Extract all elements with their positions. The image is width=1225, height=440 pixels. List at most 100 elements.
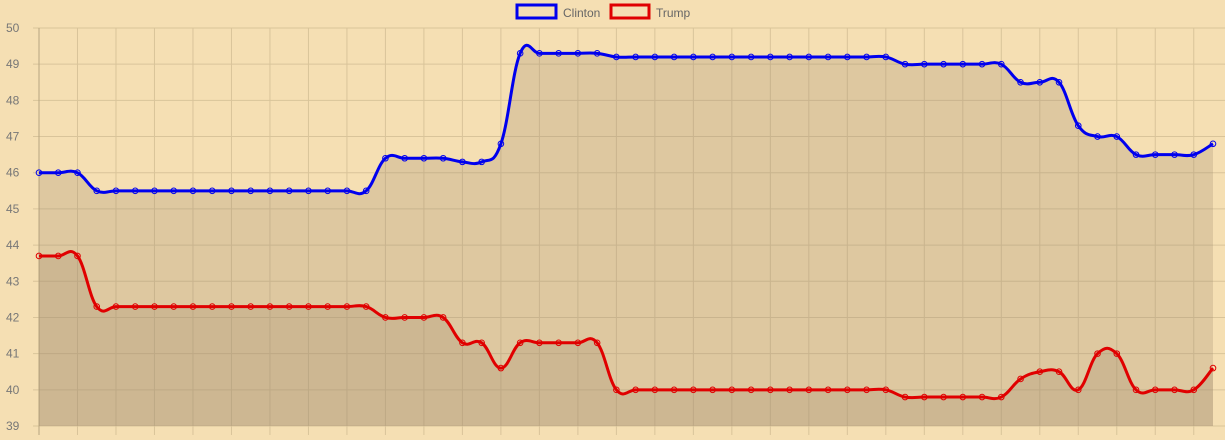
data-point-trump[interactable]	[459, 339, 466, 347]
data-point-clinton[interactable]	[305, 187, 312, 195]
data-point-trump[interactable]	[632, 386, 639, 394]
data-point-clinton[interactable]	[285, 187, 293, 195]
data-point-trump[interactable]	[189, 303, 197, 310]
data-point-trump[interactable]	[1113, 350, 1121, 357]
data-point-trump[interactable]	[74, 252, 81, 260]
data-point-clinton[interactable]	[613, 53, 620, 61]
data-point-clinton[interactable]	[651, 53, 659, 61]
data-point-trump[interactable]	[824, 386, 832, 394]
data-point-trump[interactable]	[613, 386, 620, 394]
data-point-clinton[interactable]	[343, 187, 351, 195]
data-point-trump[interactable]	[997, 393, 1005, 401]
data-point-clinton[interactable]	[555, 50, 562, 57]
data-point-clinton[interactable]	[131, 187, 139, 195]
data-point-trump[interactable]	[1151, 386, 1159, 394]
data-point-clinton[interactable]	[767, 53, 774, 61]
data-point-clinton[interactable]	[439, 154, 447, 162]
data-point-trump[interactable]	[247, 303, 255, 310]
data-point-trump[interactable]	[362, 303, 370, 310]
data-point-clinton[interactable]	[1190, 151, 1198, 158]
data-point-trump[interactable]	[497, 364, 505, 372]
data-point-clinton[interactable]	[478, 158, 485, 166]
data-point-clinton[interactable]	[882, 53, 890, 61]
data-point-clinton[interactable]	[324, 187, 331, 195]
data-point-trump[interactable]	[324, 303, 331, 310]
data-point-clinton[interactable]	[709, 53, 716, 61]
data-point-trump[interactable]	[516, 339, 524, 347]
data-point-trump[interactable]	[555, 339, 562, 347]
data-point-trump[interactable]	[228, 303, 235, 310]
legend-item-trump[interactable]: Trump	[609, 3, 691, 20]
data-point-clinton[interactable]	[93, 187, 101, 195]
data-point-trump[interactable]	[805, 386, 813, 394]
data-point-trump[interactable]	[1171, 386, 1178, 394]
data-point-clinton[interactable]	[112, 187, 120, 195]
data-point-clinton[interactable]	[516, 50, 524, 57]
data-point-trump[interactable]	[170, 303, 178, 310]
data-point-trump[interactable]	[266, 303, 274, 310]
data-point-trump[interactable]	[940, 393, 947, 401]
data-point-clinton[interactable]	[1055, 78, 1063, 86]
data-point-trump[interactable]	[1209, 364, 1217, 372]
data-point-trump[interactable]	[1190, 386, 1198, 394]
data-point-trump[interactable]	[1094, 350, 1101, 357]
data-point-trump[interactable]	[112, 303, 120, 310]
data-point-trump[interactable]	[420, 314, 428, 321]
data-point-clinton[interactable]	[997, 60, 1005, 68]
data-point-clinton[interactable]	[824, 53, 832, 61]
data-point-trump[interactable]	[709, 386, 716, 394]
data-point-trump[interactable]	[921, 393, 928, 401]
data-point-trump[interactable]	[1132, 386, 1140, 394]
data-point-clinton[interactable]	[54, 169, 62, 177]
data-point-trump[interactable]	[1074, 386, 1082, 394]
data-point-clinton[interactable]	[228, 187, 235, 195]
data-point-clinton[interactable]	[844, 53, 851, 61]
data-point-clinton[interactable]	[362, 187, 370, 195]
data-point-trump[interactable]	[401, 314, 408, 321]
data-point-clinton[interactable]	[382, 154, 389, 162]
data-point-clinton[interactable]	[921, 60, 928, 68]
data-point-clinton[interactable]	[1132, 151, 1140, 158]
data-point-trump[interactable]	[593, 339, 601, 347]
data-point-trump[interactable]	[1055, 368, 1063, 376]
data-point-clinton[interactable]	[747, 53, 755, 61]
data-point-clinton[interactable]	[901, 60, 909, 68]
data-point-clinton[interactable]	[863, 53, 870, 61]
data-point-trump[interactable]	[382, 314, 389, 321]
data-point-trump[interactable]	[863, 386, 870, 394]
data-point-clinton[interactable]	[959, 60, 967, 68]
data-point-trump[interactable]	[439, 314, 447, 321]
data-point-clinton[interactable]	[574, 50, 582, 57]
data-point-clinton[interactable]	[170, 187, 178, 195]
data-point-clinton[interactable]	[536, 50, 543, 57]
data-point-clinton[interactable]	[497, 140, 505, 148]
data-point-trump[interactable]	[343, 303, 351, 310]
data-point-trump[interactable]	[978, 393, 986, 401]
data-point-trump[interactable]	[1017, 375, 1024, 383]
data-point-trump[interactable]	[131, 303, 139, 310]
data-point-trump[interactable]	[305, 303, 312, 310]
data-point-clinton[interactable]	[1036, 78, 1044, 86]
data-point-clinton[interactable]	[208, 187, 216, 195]
data-point-trump[interactable]	[786, 386, 793, 394]
data-point-trump[interactable]	[285, 303, 293, 310]
data-point-trump[interactable]	[574, 339, 582, 347]
data-point-clinton[interactable]	[1171, 151, 1178, 158]
data-point-trump[interactable]	[54, 252, 62, 260]
data-point-trump[interactable]	[35, 252, 43, 260]
data-point-clinton[interactable]	[151, 187, 158, 195]
data-point-clinton[interactable]	[786, 53, 793, 61]
data-point-trump[interactable]	[478, 339, 485, 347]
data-point-clinton[interactable]	[74, 169, 81, 177]
data-point-trump[interactable]	[882, 386, 890, 394]
data-point-clinton[interactable]	[940, 60, 947, 68]
data-point-trump[interactable]	[151, 303, 158, 310]
data-point-clinton[interactable]	[266, 187, 274, 195]
data-point-clinton[interactable]	[1074, 122, 1082, 129]
data-point-clinton[interactable]	[459, 158, 466, 166]
data-point-trump[interactable]	[93, 303, 101, 310]
data-point-clinton[interactable]	[728, 53, 736, 61]
data-point-clinton[interactable]	[1209, 140, 1217, 148]
data-point-trump[interactable]	[651, 386, 659, 394]
data-point-trump[interactable]	[901, 393, 909, 401]
